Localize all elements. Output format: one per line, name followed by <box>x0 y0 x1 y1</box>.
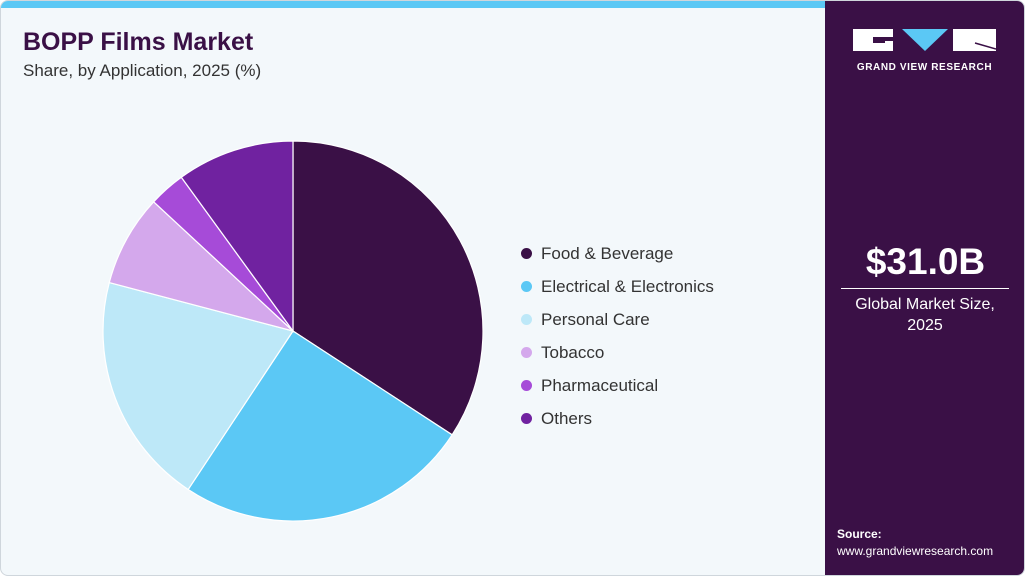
legend-label: Food & Beverage <box>541 243 674 263</box>
legend-label: Others <box>541 408 593 428</box>
legend-item: Personal Care <box>521 303 714 336</box>
chart-subtitle: Share, by Application, 2025 (%) <box>23 61 262 80</box>
legend-item: Food & Beverage <box>521 237 714 270</box>
legend-marker <box>521 281 532 292</box>
brand-name: GRAND VIEW RESEARCH <box>856 62 993 73</box>
pie-chart <box>102 140 484 522</box>
chart-title: BOPP Films Market <box>23 28 254 56</box>
legend-item: Pharmaceutical <box>521 369 714 402</box>
legend-label: Pharmaceutical <box>541 375 659 395</box>
gvr-logo-icon <box>853 29 996 51</box>
legend-marker <box>521 248 532 259</box>
pie-slice-others <box>180 140 294 333</box>
source-label: Source: <box>837 527 882 541</box>
legend-marker <box>521 314 532 325</box>
legend: Food & Beverage Electrical & Electronics P… <box>521 237 714 435</box>
legend-item: Tobacco <box>521 336 714 369</box>
legend-marker <box>521 380 532 391</box>
divider <box>841 288 1009 289</box>
legend-marker <box>521 347 532 358</box>
source-url[interactable]: www.grandviewresearch.com <box>837 544 994 558</box>
legend-item: Others <box>521 402 714 435</box>
legend-label: Tobacco <box>541 342 605 362</box>
legend-label: Personal Care <box>541 309 650 329</box>
legend-item: Electrical & Electronics <box>521 270 714 303</box>
market-size-value: $31.0B <box>865 241 986 282</box>
pie-slice-tobacco <box>108 200 294 332</box>
market-size-caption: Global Market Size, 2025 <box>855 296 995 334</box>
pie-slice-personal-care <box>102 281 294 491</box>
legend-marker <box>521 413 532 424</box>
pie-slice-electrical-electronics <box>187 330 453 522</box>
legend-label: Electrical & Electronics <box>541 276 714 296</box>
accent-bar <box>1 1 825 8</box>
